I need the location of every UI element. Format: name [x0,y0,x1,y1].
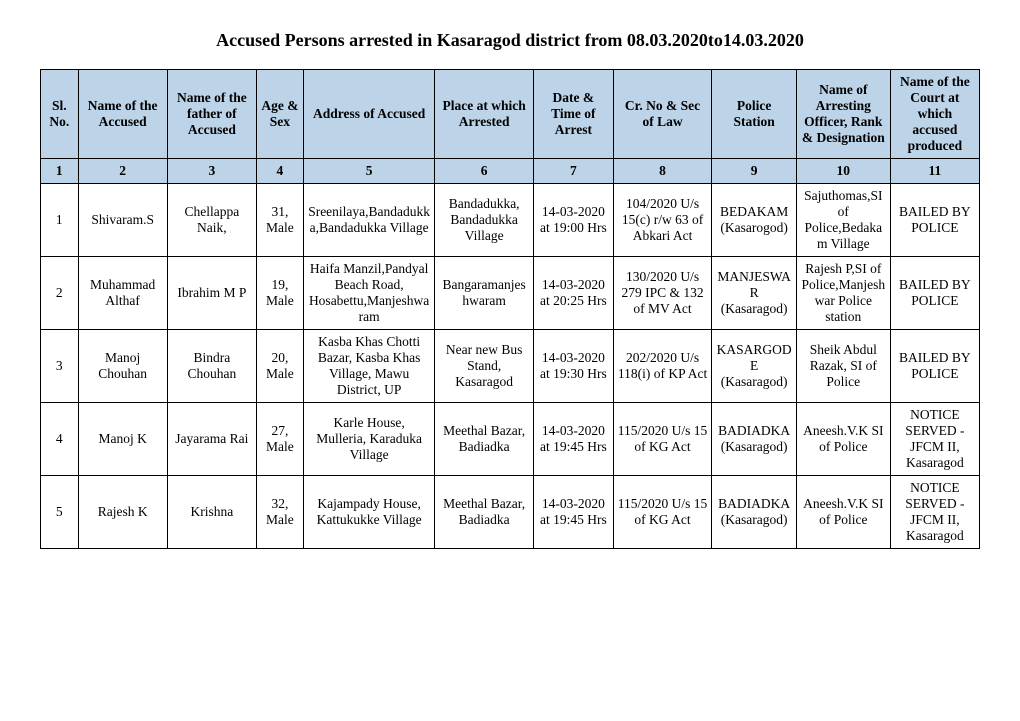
colnum: 1 [41,159,79,184]
col-agesex: Age & Sex [256,70,303,159]
cell-place: Meethal Bazar, Badiadka [435,476,534,549]
colnum: 2 [78,159,167,184]
cell-court: NOTICE SERVED - JFCM II, Kasaragod [890,403,979,476]
cell-name: Rajesh K [78,476,167,549]
cell-court: BAILED BY POLICE [890,330,979,403]
cell-slno: 3 [41,330,79,403]
cell-crno: 202/2020 U/s 118(i) of KP Act [613,330,712,403]
cell-address: Haifa Manzil,Pandyal Beach Road, Hosabet… [303,257,434,330]
cell-slno: 1 [41,184,79,257]
col-officer: Name of Arresting Officer, Rank & Design… [796,70,890,159]
cell-father: Ibrahim M P [167,257,256,330]
cell-court: NOTICE SERVED - JFCM II, Kasaragod [890,476,979,549]
table-row: 4Manoj KJayarama Rai27, MaleKarle House,… [41,403,980,476]
cell-agesex: 19, Male [256,257,303,330]
col-station: Police Station [712,70,797,159]
cell-datetime: 14-03-2020 at 19:45 Hrs [533,403,613,476]
cell-address: Karle House, Mulleria, Karaduka Village [303,403,434,476]
cell-datetime: 14-03-2020 at 19:30 Hrs [533,330,613,403]
page-title: Accused Persons arrested in Kasaragod di… [40,30,980,51]
table-row: 2Muhammad AlthafIbrahim M P19, MaleHaifa… [41,257,980,330]
cell-station: BADIADKA (Kasaragod) [712,476,797,549]
colnum: 5 [303,159,434,184]
cell-place: Bandadukka, Bandadukka Village [435,184,534,257]
table-row: 3Manoj ChouhanBindra Chouhan20, MaleKasb… [41,330,980,403]
cell-datetime: 14-03-2020 at 20:25 Hrs [533,257,613,330]
colnum: 8 [613,159,712,184]
cell-crno: 115/2020 U/s 15 of KG Act [613,476,712,549]
cell-officer: Rajesh P,SI of Police,Manjeshwar Police … [796,257,890,330]
cell-officer: Sheik Abdul Razak, SI of Police [796,330,890,403]
col-court: Name of the Court at which accused produ… [890,70,979,159]
cell-crno: 104/2020 U/s 15(c) r/w 63 of Abkari Act [613,184,712,257]
colnum: 11 [890,159,979,184]
cell-name: Manoj K [78,403,167,476]
col-father: Name of the father of Accused [167,70,256,159]
col-slno: Sl. No. [41,70,79,159]
cell-slno: 4 [41,403,79,476]
colnum: 3 [167,159,256,184]
cell-place: Near new Bus Stand, Kasaragod [435,330,534,403]
cell-father: Chellappa Naik, [167,184,256,257]
cell-place: Bangaramanjeshwaram [435,257,534,330]
cell-name: Shivaram.S [78,184,167,257]
cell-datetime: 14-03-2020 at 19:45 Hrs [533,476,613,549]
cell-agesex: 31, Male [256,184,303,257]
colnum: 9 [712,159,797,184]
cell-court: BAILED BY POLICE [890,257,979,330]
cell-father: Krishna [167,476,256,549]
col-name: Name of the Accused [78,70,167,159]
cell-officer: Aneesh.V.K SI of Police [796,476,890,549]
cell-crno: 130/2020 U/s 279 IPC & 132 of MV Act [613,257,712,330]
cell-officer: Aneesh.V.K SI of Police [796,403,890,476]
colnum: 10 [796,159,890,184]
cell-agesex: 20, Male [256,330,303,403]
cell-slno: 2 [41,257,79,330]
cell-address: Kasba Khas Chotti Bazar, Kasba Khas Vill… [303,330,434,403]
col-datetime: Date & Time of Arrest [533,70,613,159]
cell-name: Muhammad Althaf [78,257,167,330]
table-header-row: Sl. No. Name of the Accused Name of the … [41,70,980,159]
table-row: 1Shivaram.SChellappa Naik,31, MaleSreeni… [41,184,980,257]
cell-agesex: 27, Male [256,403,303,476]
cell-address: Kajampady House, Kattukukke Village [303,476,434,549]
cell-address: Sreenilaya,Bandadukka,Bandadukka Village [303,184,434,257]
cell-station: MANJESWAR (Kasaragod) [712,257,797,330]
arrests-table: Sl. No. Name of the Accused Name of the … [40,69,980,549]
cell-place: Meethal Bazar, Badiadka [435,403,534,476]
cell-agesex: 32, Male [256,476,303,549]
col-crno: Cr. No & Sec of Law [613,70,712,159]
table-body: 1 2 3 4 5 6 7 8 9 10 11 1Shivaram.SChell… [41,159,980,549]
cell-datetime: 14-03-2020 at 19:00 Hrs [533,184,613,257]
cell-station: BADIADKA (Kasaragod) [712,403,797,476]
table-colnum-row: 1 2 3 4 5 6 7 8 9 10 11 [41,159,980,184]
cell-crno: 115/2020 U/s 15 of KG Act [613,403,712,476]
col-place: Place at which Arrested [435,70,534,159]
cell-station: BEDAKAM (Kasarogod) [712,184,797,257]
cell-father: Jayarama Rai [167,403,256,476]
cell-father: Bindra Chouhan [167,330,256,403]
colnum: 6 [435,159,534,184]
cell-officer: Sajuthomas,SI of Police,Bedakam Village [796,184,890,257]
colnum: 7 [533,159,613,184]
col-address: Address of Accused [303,70,434,159]
cell-court: BAILED BY POLICE [890,184,979,257]
table-row: 5Rajesh KKrishna32, MaleKajampady House,… [41,476,980,549]
colnum: 4 [256,159,303,184]
cell-station: KASARGODE (Kasaragod) [712,330,797,403]
cell-name: Manoj Chouhan [78,330,167,403]
cell-slno: 5 [41,476,79,549]
